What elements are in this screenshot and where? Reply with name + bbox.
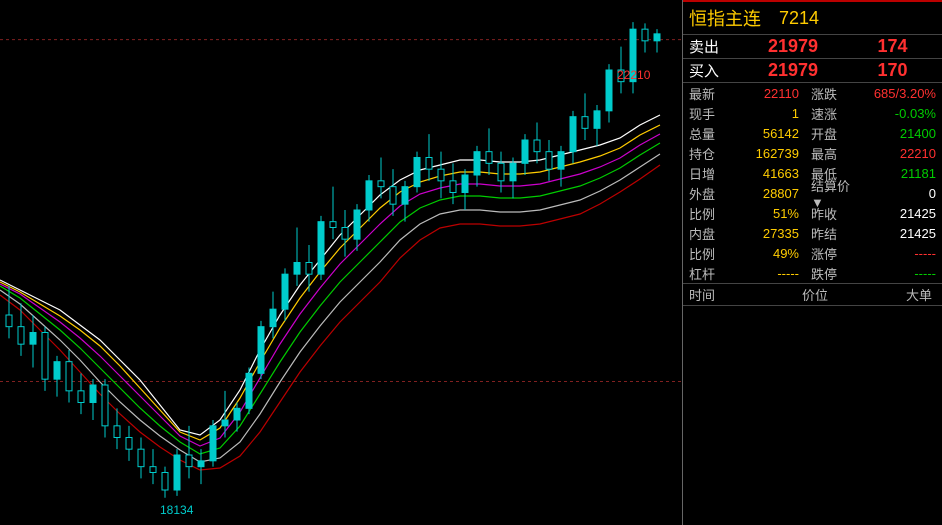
stat-label: 持仓 — [683, 143, 733, 163]
instrument-name: 恒指主连 — [689, 5, 761, 31]
quote-panel: 恒指主连 7214 卖出 21979 174 买入 21979 170 最新22… — [683, 0, 942, 525]
stat-label: 外盘 — [683, 183, 733, 203]
stat-value: 28807 — [733, 183, 805, 203]
stat-label: 昨结 — [805, 223, 860, 243]
instrument-code: 7214 — [779, 8, 819, 29]
stat-value: 27335 — [733, 223, 805, 243]
stat-label: 跌停 — [805, 263, 860, 283]
stat-label: 开盘 — [805, 123, 860, 143]
sell-qty: 174 — [843, 36, 942, 57]
candlestick-chart[interactable]: 2221018134 — [0, 0, 683, 525]
stat-label: 速涨 — [805, 103, 860, 123]
stat-value: 21425 — [860, 203, 942, 223]
stat-label: 结算价▼ — [805, 183, 860, 203]
stat-label: 涨停 — [805, 243, 860, 263]
stat-value: 22210 — [860, 143, 942, 163]
stat-label: 比例 — [683, 203, 733, 223]
stat-value: 0 — [860, 183, 942, 203]
stat-label: 最新 — [683, 83, 733, 103]
stat-value: 21181 — [860, 163, 942, 183]
stat-label: 现手 — [683, 103, 733, 123]
stat-value: ----- — [860, 263, 942, 283]
stat-value: 41663 — [733, 163, 805, 183]
stat-label: 总量 — [683, 123, 733, 143]
stat-value: 1 — [733, 103, 805, 123]
buy-qty: 170 — [843, 60, 942, 81]
stat-value: 162739 — [733, 143, 805, 163]
instrument-title: 恒指主连 7214 — [683, 0, 942, 35]
stat-label: 日增 — [683, 163, 733, 183]
stat-value: 21425 — [860, 223, 942, 243]
hdr-time: 时间 — [683, 285, 769, 304]
hdr-big: 大单 — [855, 285, 942, 304]
buy-row[interactable]: 买入 21979 170 — [683, 59, 942, 83]
stat-value: 21400 — [860, 123, 942, 143]
stat-value: 22110 — [733, 83, 805, 103]
stat-value: -0.03% — [860, 103, 942, 123]
sell-label: 卖出 — [683, 36, 743, 57]
stat-value: ----- — [860, 243, 942, 263]
sell-row[interactable]: 卖出 21979 174 — [683, 35, 942, 59]
trades-header: 时间 价位 大单 — [683, 284, 942, 306]
buy-price: 21979 — [743, 60, 843, 81]
stat-label: 最高 — [805, 143, 860, 163]
stat-label: 昨收 — [805, 203, 860, 223]
stat-label: 杠杆 — [683, 263, 733, 283]
stat-value: ----- — [733, 263, 805, 283]
stat-value: 56142 — [733, 123, 805, 143]
stat-label: 内盘 — [683, 223, 733, 243]
stat-value: 49% — [733, 243, 805, 263]
sell-price: 21979 — [743, 36, 843, 57]
buy-label: 买入 — [683, 60, 743, 81]
stat-label: 比例 — [683, 243, 733, 263]
hdr-price: 价位 — [769, 285, 855, 304]
stats-grid: 最新22110涨跌685/3.20%现手1速涨-0.03%总量56142开盘21… — [683, 83, 942, 284]
stat-label: 涨跌 — [805, 83, 860, 103]
stat-value: 685/3.20% — [860, 83, 942, 103]
stat-value: 51% — [733, 203, 805, 223]
